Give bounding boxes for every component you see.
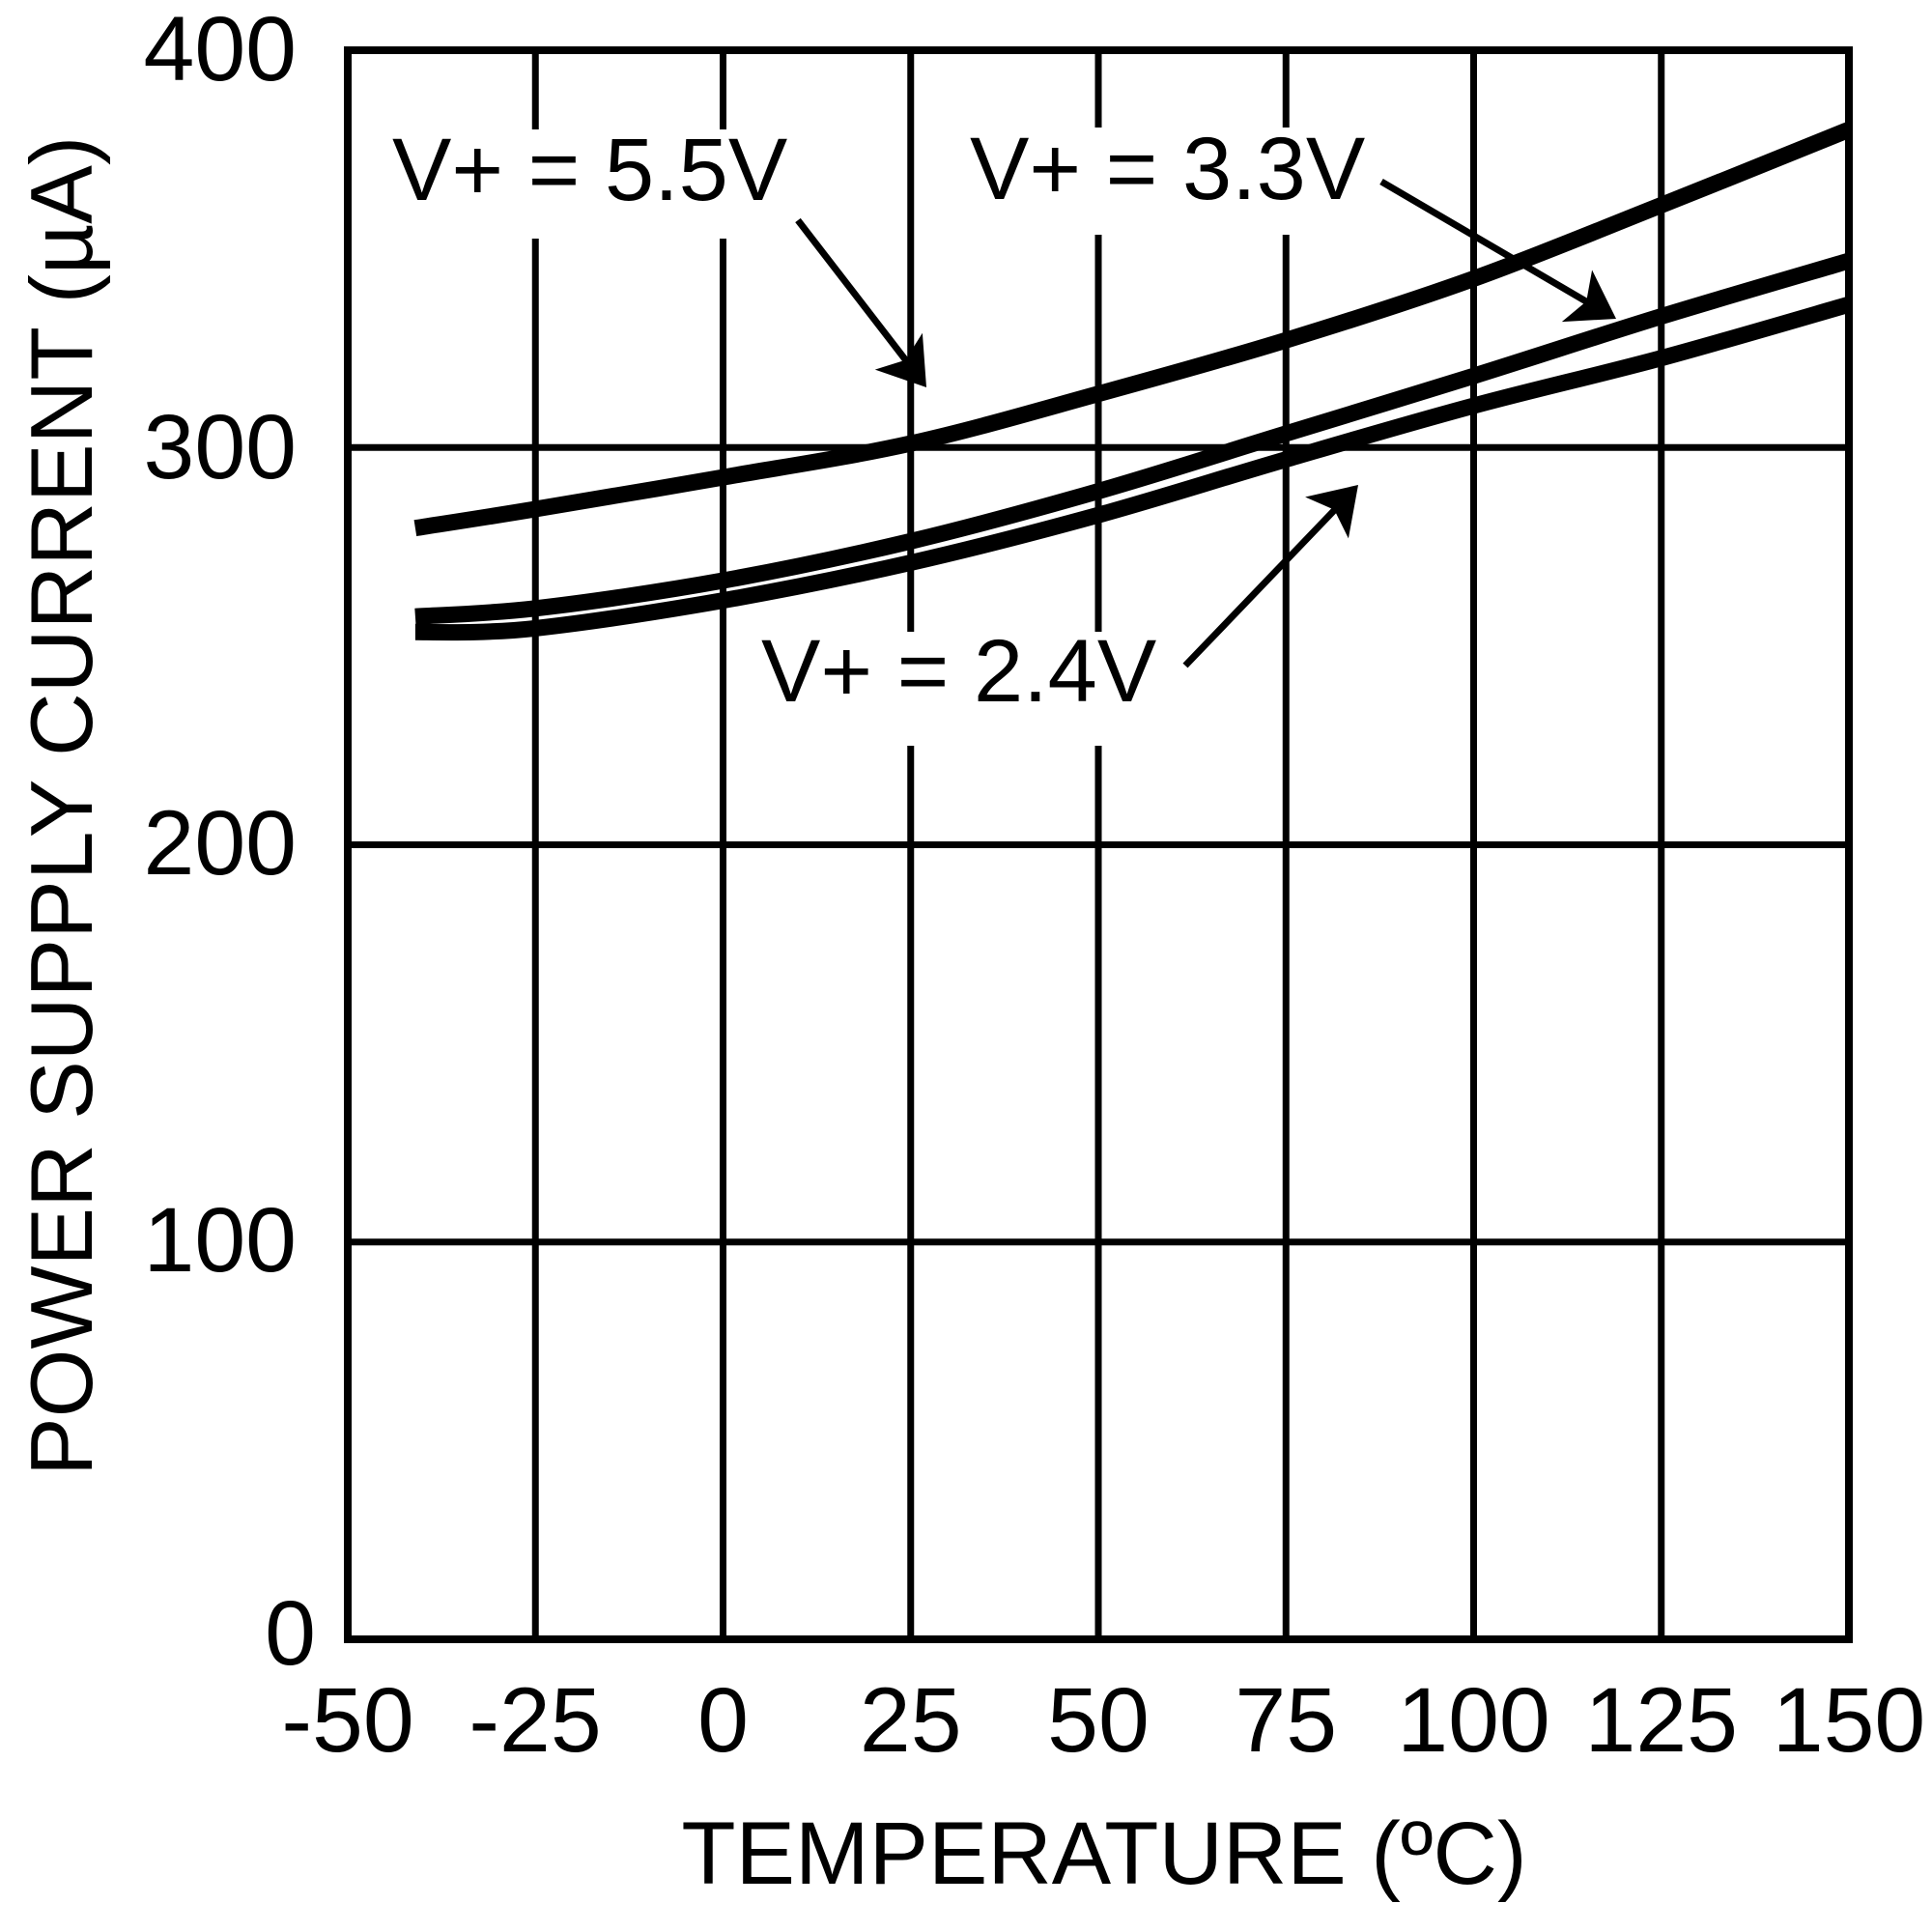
svg-text:-50: -50 <box>281 1669 413 1772</box>
svg-text:-25: -25 <box>469 1669 601 1772</box>
svg-text:100: 100 <box>143 1189 297 1292</box>
svg-text:400: 400 <box>143 0 297 100</box>
svg-text:150: 150 <box>1773 1669 1926 1772</box>
svg-text:125: 125 <box>1584 1669 1738 1772</box>
svg-text:V+ = 5.5V: V+ = 5.5V <box>392 121 787 219</box>
svg-text:TEMPERATURE (ºC): TEMPERATURE (ºC) <box>681 1804 1526 1903</box>
svg-text:V+ = 2.4V: V+ = 2.4V <box>761 622 1156 721</box>
svg-text:200: 200 <box>143 792 297 895</box>
svg-text:50: 50 <box>1047 1669 1150 1772</box>
svg-text:100: 100 <box>1397 1669 1550 1772</box>
svg-text:0: 0 <box>265 1582 316 1685</box>
svg-text:25: 25 <box>860 1669 962 1772</box>
svg-text:POWER SUPPLY CURRENT (µA): POWER SUPPLY CURRENT (µA) <box>14 136 111 1476</box>
svg-text:V+ = 3.3V: V+ = 3.3V <box>970 120 1365 218</box>
svg-text:300: 300 <box>143 396 297 498</box>
svg-text:75: 75 <box>1235 1669 1337 1772</box>
svg-text:0: 0 <box>697 1669 749 1772</box>
